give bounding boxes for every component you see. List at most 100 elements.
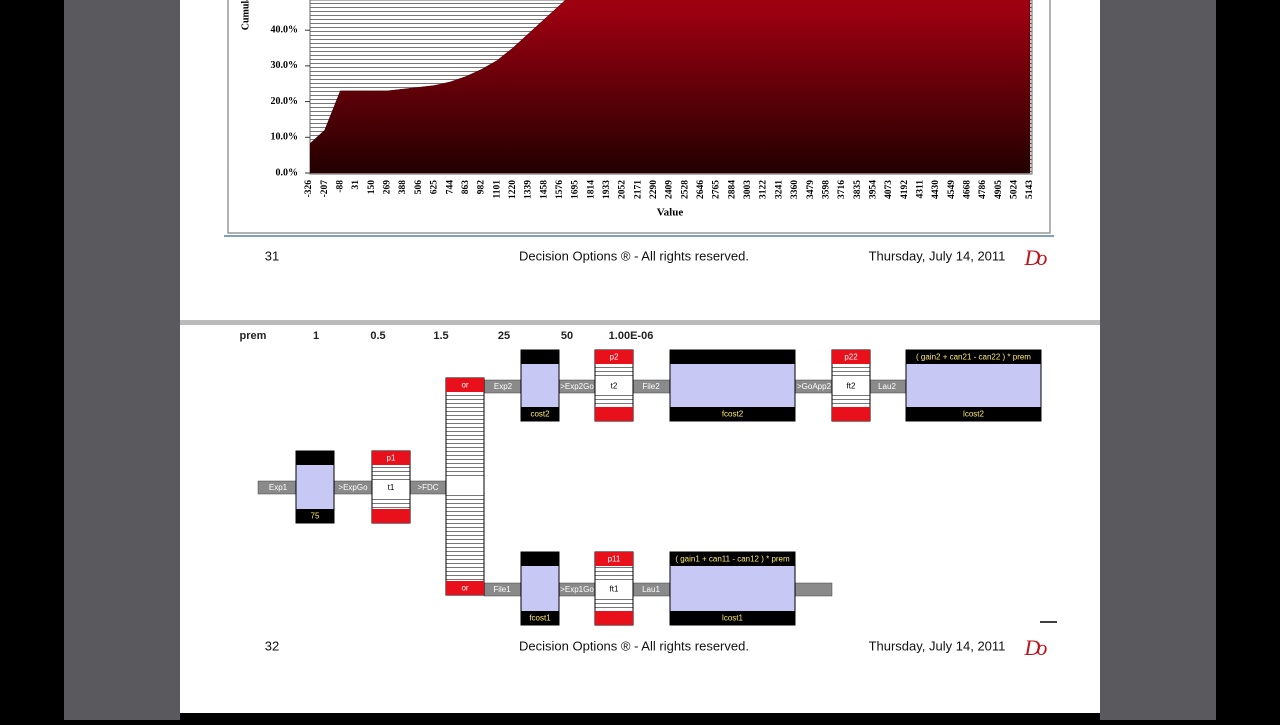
x-tick-label: 1458: [539, 180, 549, 199]
x-tick-label: 3835: [853, 180, 863, 199]
x-tick-label: 3122: [759, 180, 769, 199]
branch-label: >Exp2Go: [560, 382, 594, 391]
x-tick-label: 4668: [962, 180, 972, 199]
header-value: 25: [498, 330, 510, 342]
node-bottom-label: cost2: [530, 410, 550, 419]
x-tick-label: 5143: [1025, 180, 1035, 199]
x-tick-label: 625: [430, 180, 440, 195]
branch-label: Exp1: [269, 483, 288, 492]
x-tick-label: 1814: [586, 180, 596, 199]
copyright: Decision Options ® - All rights reserved…: [519, 248, 749, 263]
branch-label: Exp2: [494, 382, 513, 391]
x-tick-label: 3598: [821, 180, 831, 199]
node-bottom: [670, 407, 795, 421]
branch-label: >Exp1Go: [560, 585, 594, 594]
node-center: [372, 480, 410, 496]
y-axis-label: Cumulati: [240, 0, 251, 30]
x-tick-label: 2409: [665, 180, 675, 199]
node-top-label: ( gain2 + can21 - can22 ) * prem: [916, 353, 1031, 362]
branch-label: Lau1: [642, 585, 660, 594]
x-tick-label: 1339: [524, 180, 534, 199]
x-tick-label: 3716: [837, 180, 847, 199]
node-center-label: t1: [388, 483, 395, 492]
node-center: [832, 378, 870, 395]
side-panel: [1100, 0, 1216, 720]
node-bottom: [446, 581, 484, 595]
x-tick-label: 4905: [994, 180, 1004, 199]
node-bottom: [832, 407, 870, 421]
x-tick-label: 4073: [884, 180, 894, 199]
node-top: [521, 552, 559, 566]
x-tick-label: -326: [304, 180, 314, 198]
x-tick-label: 3003: [743, 180, 753, 199]
branch-label: >FDC: [417, 483, 438, 492]
x-tick-label: 863: [461, 180, 471, 195]
x-tick-label: 4786: [978, 180, 988, 199]
node-top: [521, 350, 559, 364]
branch-label: File2: [642, 382, 660, 391]
x-tick-label: 4430: [931, 180, 941, 199]
x-tick-label: 2765: [712, 180, 722, 199]
chart-plot: [310, 0, 1031, 174]
x-tick-label: 506: [414, 180, 424, 195]
node-center-label: ft2: [847, 382, 856, 391]
page-number: 31: [265, 248, 279, 263]
y-tick-label: 10.0%: [271, 132, 299, 143]
node-center-label: t2: [611, 382, 618, 391]
node-top: [595, 552, 633, 566]
x-tick-label: 3360: [790, 180, 800, 199]
node-center-label: ft1: [610, 585, 619, 594]
node-top-label: ( gain1 + can11 - can12 ) * prem: [675, 555, 790, 564]
x-tick-label: 1933: [602, 180, 612, 199]
node-bottom: [521, 407, 559, 421]
node-bottom: [595, 407, 633, 421]
header-value: 0.5: [370, 330, 385, 342]
node-bottom-label: fcost1: [529, 614, 551, 623]
node-top-label: or: [461, 381, 468, 390]
copyright: Decision Options ® - All rights reserved…: [519, 638, 749, 653]
node-bottom: [595, 611, 633, 625]
branch-label: Lau2: [878, 382, 896, 391]
x-tick-label: 2884: [727, 180, 737, 199]
node-bottom: [372, 509, 410, 523]
y-tick-label: 30.0%: [271, 60, 299, 71]
node-top: [906, 350, 1041, 364]
node-top: [595, 350, 633, 364]
cumulative-area: [310, 0, 1031, 174]
x-tick-label: 2646: [696, 180, 706, 199]
node-top: [832, 350, 870, 364]
node-top-label: p2: [610, 353, 619, 362]
node-bottom: [906, 407, 1041, 421]
y-tick-label: 0.0%: [276, 167, 299, 178]
node-bottom: [521, 611, 559, 625]
node-top: [372, 451, 410, 465]
node-bottom-label: fcost2: [722, 410, 744, 419]
header-value: 1.00E-06: [609, 330, 654, 342]
node-top-label: p1: [387, 454, 396, 463]
y-tick-label: 20.0%: [271, 96, 299, 107]
date: Thursday, July 14, 2011: [869, 248, 1006, 263]
x-tick-label: 2171: [633, 180, 643, 199]
x-tick-label: 5024: [1010, 180, 1020, 199]
header-value: 50: [561, 330, 573, 342]
x-tick-label: 4192: [900, 180, 910, 199]
node-bottom: [670, 611, 795, 625]
x-tick-label: 3241: [774, 180, 784, 199]
node-top: [670, 552, 795, 566]
page-number: 32: [265, 638, 279, 653]
node-center: [446, 478, 484, 494]
x-tick-label: 4311: [915, 180, 925, 199]
node-top-label: p11: [608, 555, 621, 564]
branch-label: >ExpGo: [338, 483, 368, 492]
side-panel: [64, 0, 180, 720]
x-tick-label: 2290: [649, 180, 659, 199]
slide-separator: [180, 320, 1100, 325]
x-tick-label: 982: [477, 180, 487, 195]
x-tick-label: 3954: [868, 180, 878, 199]
branch-label: File1: [493, 585, 511, 594]
x-tick-label: 2052: [618, 180, 628, 199]
x-tick-label: 744: [445, 180, 455, 195]
x-tick-label: 3479: [806, 180, 816, 199]
